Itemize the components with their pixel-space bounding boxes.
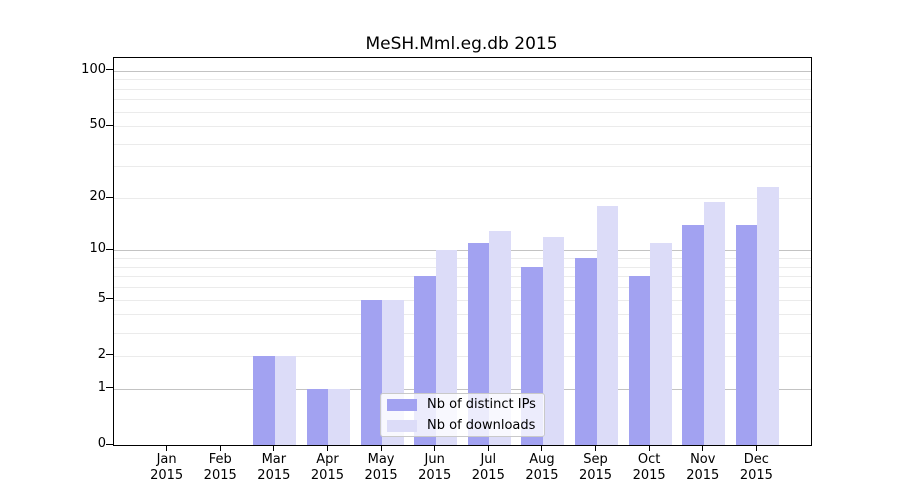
y-tick-mark bbox=[106, 196, 113, 198]
bar-distinct-ips-dec bbox=[735, 225, 758, 445]
y-tick-label: 5 bbox=[97, 290, 106, 306]
bar-distinct-ips-nov bbox=[682, 225, 704, 445]
bar-downloads-dec bbox=[757, 187, 779, 445]
grid-line-minor bbox=[114, 126, 811, 128]
bar-downloads-oct bbox=[650, 243, 672, 445]
x-tick-mark bbox=[487, 445, 489, 451]
x-tick-label: Feb 2015 bbox=[203, 452, 237, 483]
grid-line-minor bbox=[114, 111, 811, 113]
x-tick-mark bbox=[219, 445, 221, 451]
grid-line-minor bbox=[114, 166, 811, 168]
grid-line-minor bbox=[114, 287, 811, 289]
legend: Nb of distinct IPs Nb of downloads bbox=[380, 393, 545, 437]
x-tick-label: Apr 2015 bbox=[310, 452, 344, 483]
x-tick-label: Dec 2015 bbox=[739, 452, 773, 483]
grid-line-minor bbox=[114, 299, 811, 301]
legend-label-downloads: Nb of downloads bbox=[427, 418, 536, 433]
legend-label-distinct-ips: Nb of distinct IPs bbox=[427, 397, 536, 412]
bar-distinct-ips-oct bbox=[628, 276, 651, 445]
x-tick-label: Jul 2015 bbox=[471, 452, 505, 483]
y-tick-label: 1 bbox=[97, 379, 106, 395]
x-tick-mark bbox=[326, 445, 328, 451]
y-tick-label: 20 bbox=[89, 189, 106, 205]
grid-line-major bbox=[114, 388, 811, 390]
grid-line-minor bbox=[114, 266, 811, 268]
x-tick-mark bbox=[380, 445, 382, 451]
grid-line-major bbox=[114, 70, 811, 72]
y-tick-label: 10 bbox=[89, 241, 106, 257]
x-tick-mark bbox=[702, 445, 704, 451]
grid-line-minor bbox=[114, 79, 811, 81]
y-tick-label: 50 bbox=[89, 117, 106, 133]
grid-line-minor bbox=[114, 99, 811, 101]
grid-line-minor bbox=[114, 143, 811, 145]
x-tick-label: Mar 2015 bbox=[257, 452, 291, 483]
x-tick-label: Aug 2015 bbox=[525, 452, 559, 483]
y-tick-mark bbox=[106, 69, 113, 71]
grid-line-minor bbox=[114, 314, 811, 316]
x-tick-mark bbox=[273, 445, 275, 451]
y-tick-mark bbox=[106, 443, 113, 445]
grid-line-minor bbox=[114, 198, 811, 200]
bar-downloads-jul bbox=[489, 230, 511, 445]
x-tick-label: Jun 2015 bbox=[418, 452, 452, 483]
grid-line-minor bbox=[114, 355, 811, 357]
bar-distinct-ips-may bbox=[360, 299, 383, 445]
y-tick-mark bbox=[106, 354, 113, 356]
x-tick-mark bbox=[595, 445, 597, 451]
legend-item-downloads: Nb of downloads bbox=[387, 417, 544, 435]
grid-line-minor bbox=[114, 88, 811, 90]
distinct-ips-swatch-icon bbox=[387, 398, 417, 411]
x-tick-mark bbox=[755, 445, 757, 451]
bar-distinct-ips-sep bbox=[575, 258, 597, 445]
plot-area bbox=[113, 57, 812, 446]
y-tick-mark bbox=[106, 387, 113, 389]
x-tick-mark bbox=[166, 445, 168, 451]
grid-line-major bbox=[114, 250, 811, 252]
y-tick-mark bbox=[106, 298, 113, 300]
y-tick-label: 100 bbox=[81, 61, 106, 77]
legend-item-distinct-ips: Nb of distinct IPs bbox=[387, 396, 544, 414]
y-tick-label: 0 bbox=[97, 436, 106, 451]
y-tick-mark bbox=[106, 124, 113, 126]
x-tick-label: Sep 2015 bbox=[578, 452, 613, 483]
x-tick-mark bbox=[541, 445, 543, 451]
bar-distinct-ips-apr bbox=[306, 388, 329, 445]
x-tick-label: May 2015 bbox=[364, 452, 398, 483]
bar-downloads-apr bbox=[328, 388, 350, 445]
bar-downloads-sep bbox=[596, 206, 619, 445]
grid-line-minor bbox=[114, 276, 811, 278]
grid-line-minor bbox=[114, 258, 811, 260]
downloads-swatch-icon bbox=[387, 419, 417, 432]
bar-downloads-mar bbox=[274, 355, 297, 445]
x-tick-label: Oct 2015 bbox=[632, 452, 666, 483]
x-tick-mark bbox=[648, 445, 650, 451]
grid-line-minor bbox=[114, 332, 811, 334]
bar-downloads-nov bbox=[703, 201, 726, 445]
chart-title: MeSH.Mml.eg.db 2015 bbox=[365, 34, 558, 54]
x-tick-label: Jan 2015 bbox=[150, 452, 184, 483]
bar-downloads-aug bbox=[542, 236, 565, 445]
x-tick-label: Nov 2015 bbox=[686, 452, 720, 483]
bar-distinct-ips-mar bbox=[253, 355, 275, 445]
y-tick-label: 2 bbox=[97, 346, 106, 362]
x-tick-mark bbox=[434, 445, 436, 451]
y-tick-mark bbox=[106, 248, 113, 250]
